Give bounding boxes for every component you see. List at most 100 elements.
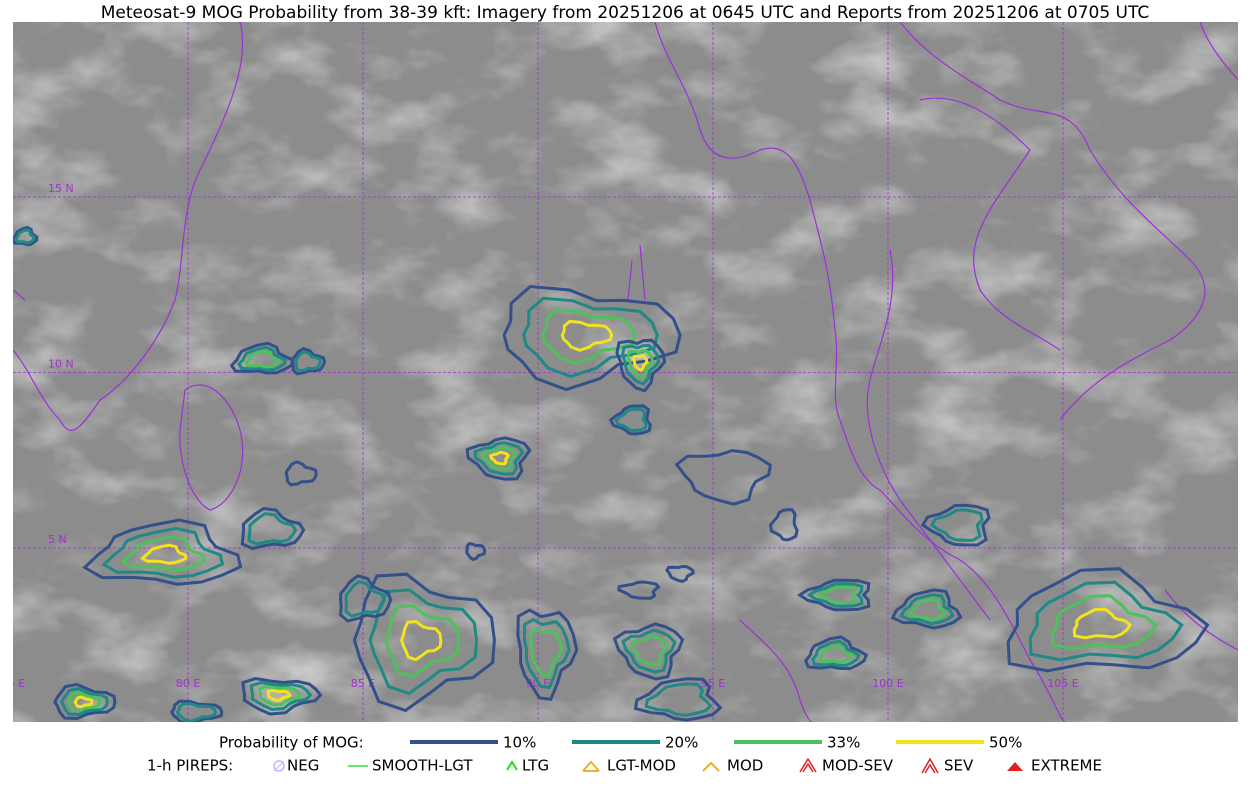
contour (621, 628, 677, 674)
contour (489, 450, 511, 466)
lat-label: 10 N (48, 358, 74, 371)
pirep-icon (1007, 762, 1023, 771)
pirep-icon (582, 760, 600, 772)
contour (899, 593, 955, 626)
lon-label: 105 E (1047, 677, 1078, 690)
contour (796, 578, 871, 612)
pirep-icon (273, 760, 285, 772)
contour (644, 682, 713, 717)
contour (59, 687, 109, 717)
contour (502, 284, 682, 392)
lat-label: 15 N (48, 182, 74, 195)
pirep-item: SEV (944, 757, 974, 775)
legend-level: 50% (989, 734, 1022, 752)
contour (53, 682, 117, 721)
contour (473, 441, 525, 476)
contour (522, 617, 571, 690)
contour (101, 526, 225, 579)
contour (1050, 594, 1158, 651)
contour (13, 228, 36, 245)
contour (241, 677, 323, 716)
contour (120, 535, 207, 572)
pirep-item: EXTREME (1031, 757, 1102, 775)
contour (284, 460, 318, 487)
contour (339, 574, 393, 623)
contour (400, 620, 443, 662)
cloud-texture (13, 22, 1238, 722)
contour (674, 449, 773, 506)
contour (13, 225, 39, 247)
contour (521, 296, 659, 378)
contour (66, 691, 102, 713)
pirep-item: NEG (287, 757, 319, 775)
contour (920, 503, 991, 547)
contour (368, 588, 479, 696)
contour (816, 585, 857, 605)
pirep-item: MOD-SEV (822, 757, 894, 775)
contour (73, 695, 94, 709)
pirep-icon (799, 757, 817, 773)
contour (244, 349, 280, 369)
contour (290, 346, 327, 376)
title: Meteosat-9 MOG Probability from 38-39 kf… (101, 3, 1150, 23)
contour (170, 699, 224, 722)
legend-level: 20% (665, 734, 698, 752)
contour (614, 407, 648, 433)
contour (620, 343, 661, 386)
legend-level: 33% (827, 734, 860, 752)
lon-label: 95 E (701, 677, 725, 690)
contour (465, 436, 532, 481)
contour (249, 681, 313, 712)
contour (617, 580, 661, 600)
contour (615, 338, 667, 393)
lon-label: 100 E (872, 677, 903, 690)
lon-label: 80 E (176, 677, 200, 690)
contour (1028, 580, 1184, 662)
contour (560, 319, 614, 352)
contour (82, 518, 243, 586)
contours (13, 225, 1210, 722)
contour (266, 688, 292, 702)
contour (665, 564, 695, 583)
lon-label: 75 E (1, 677, 25, 690)
contour (1006, 567, 1210, 673)
contour (352, 572, 496, 713)
contour (806, 582, 864, 608)
contour (811, 639, 861, 667)
pirep-item: LTG (522, 757, 549, 775)
legend-level: 10% (503, 734, 536, 752)
contour (294, 350, 322, 373)
contour (384, 604, 461, 679)
pirep-item: LGT-MOD (607, 757, 676, 775)
contour (516, 608, 579, 701)
map: 15 N10 N5 N75 E 80 E 85 E 90 E 95 E 100 E 105 … (1, 22, 1238, 722)
contour (626, 349, 655, 379)
contour (818, 644, 854, 664)
pirep-icon (921, 757, 939, 774)
contour (258, 684, 303, 707)
contour (236, 345, 288, 372)
contour (929, 508, 984, 542)
contour (529, 627, 564, 678)
pirep-icon (702, 761, 720, 772)
pirep-icon (506, 760, 518, 771)
pirep-item: MOD (727, 757, 763, 775)
contour (768, 508, 799, 542)
pirep-item: SMOOTH-LGT (372, 757, 473, 775)
contour (481, 445, 518, 471)
lat-label: 5 N (48, 533, 67, 546)
coastlines (13, 22, 1238, 722)
contour (140, 543, 188, 565)
contour (633, 677, 723, 722)
contour (629, 634, 669, 667)
contour (541, 308, 636, 365)
contour (631, 354, 649, 372)
contour (890, 588, 963, 630)
contour (175, 702, 217, 722)
pireps-label: 1-h PIREPS: (147, 757, 233, 775)
contour (608, 404, 653, 436)
contour (907, 597, 947, 621)
contour (240, 506, 306, 551)
contour (803, 635, 869, 671)
